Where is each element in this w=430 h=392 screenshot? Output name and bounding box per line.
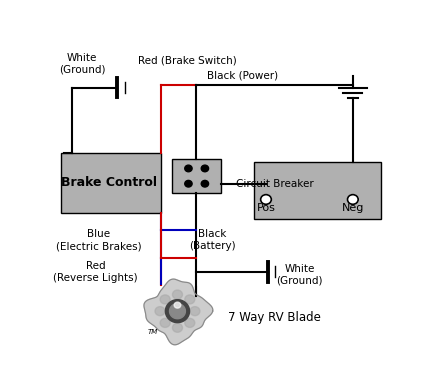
Polygon shape — [169, 304, 185, 319]
Circle shape — [172, 323, 182, 332]
Text: White
(Ground): White (Ground) — [59, 53, 105, 74]
Circle shape — [201, 180, 208, 187]
FancyBboxPatch shape — [254, 162, 381, 219]
Circle shape — [174, 302, 181, 308]
Circle shape — [184, 318, 194, 327]
Polygon shape — [165, 299, 189, 323]
Text: Black (Power): Black (Power) — [206, 71, 277, 81]
Text: Red
(Reverse Lights): Red (Reverse Lights) — [53, 261, 138, 283]
Circle shape — [347, 195, 357, 204]
Circle shape — [184, 295, 194, 304]
FancyBboxPatch shape — [60, 153, 160, 213]
Text: 7 Way RV Blade: 7 Way RV Blade — [227, 311, 320, 324]
Text: Black
(Battery): Black (Battery) — [189, 229, 235, 251]
Circle shape — [184, 165, 192, 172]
FancyBboxPatch shape — [172, 159, 221, 193]
Circle shape — [160, 295, 170, 304]
Circle shape — [155, 307, 165, 316]
Text: Red (Brake Switch): Red (Brake Switch) — [138, 56, 236, 65]
Text: Brake Control: Brake Control — [61, 176, 157, 189]
Circle shape — [190, 307, 200, 316]
Polygon shape — [144, 279, 212, 345]
Circle shape — [172, 290, 182, 299]
Text: Blue
(Electric Brakes): Blue (Electric Brakes) — [56, 229, 141, 251]
Text: TM: TM — [147, 329, 157, 335]
Text: White
(Ground): White (Ground) — [276, 264, 322, 286]
Circle shape — [201, 165, 208, 172]
Circle shape — [260, 195, 271, 204]
Circle shape — [160, 318, 170, 327]
Circle shape — [184, 180, 192, 187]
Text: Pos: Pos — [256, 203, 275, 212]
Text: Neg: Neg — [341, 203, 363, 212]
Text: Circuit Breaker: Circuit Breaker — [235, 180, 313, 189]
